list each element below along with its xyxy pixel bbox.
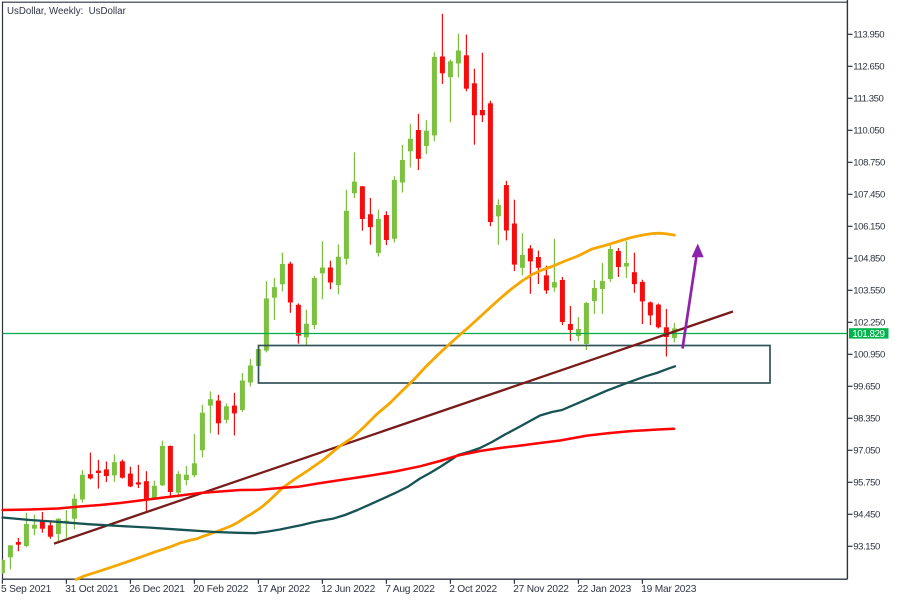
svg-text:101.829: 101.829 bbox=[852, 329, 885, 340]
svg-text:12 Jun 2022: 12 Jun 2022 bbox=[321, 584, 375, 595]
svg-text:108.750: 108.750 bbox=[853, 158, 885, 169]
svg-text:26 Dec 2021: 26 Dec 2021 bbox=[129, 584, 185, 595]
svg-text:111.350: 111.350 bbox=[853, 94, 883, 105]
svg-text:2 Oct 2022: 2 Oct 2022 bbox=[449, 584, 497, 595]
svg-text:113.950: 113.950 bbox=[853, 30, 884, 41]
svg-text:99.650: 99.650 bbox=[853, 382, 880, 393]
svg-text:93.150: 93.150 bbox=[853, 542, 880, 553]
svg-text:27 Nov 2022: 27 Nov 2022 bbox=[513, 584, 569, 595]
svg-text:106.150: 106.150 bbox=[853, 222, 885, 233]
svg-text:95.750: 95.750 bbox=[853, 478, 880, 489]
svg-text:97.050: 97.050 bbox=[853, 446, 880, 457]
svg-text:103.550: 103.550 bbox=[853, 286, 885, 297]
svg-text:UsDollar, Weekly: UsDollar: UsDollar, Weekly: UsDollar bbox=[7, 6, 127, 17]
svg-text:17 Apr 2022: 17 Apr 2022 bbox=[257, 584, 310, 595]
svg-text:100.950: 100.950 bbox=[853, 350, 885, 361]
svg-text:102.250: 102.250 bbox=[853, 318, 885, 329]
svg-text:112.650: 112.650 bbox=[853, 62, 884, 73]
svg-text:19 Mar 2023: 19 Mar 2023 bbox=[641, 584, 697, 595]
svg-text:31 Oct 2021: 31 Oct 2021 bbox=[65, 584, 119, 595]
svg-text:22 Jan 2023: 22 Jan 2023 bbox=[577, 584, 631, 595]
svg-text:94.450: 94.450 bbox=[853, 510, 880, 521]
svg-text:110.050: 110.050 bbox=[853, 126, 884, 137]
svg-text:104.850: 104.850 bbox=[853, 254, 885, 265]
svg-text:20 Feb 2022: 20 Feb 2022 bbox=[193, 584, 249, 595]
svg-text:107.450: 107.450 bbox=[853, 190, 885, 201]
svg-text:98.350: 98.350 bbox=[853, 414, 880, 425]
svg-text:7 Aug 2022: 7 Aug 2022 bbox=[385, 584, 435, 595]
svg-text:5 Sep 2021: 5 Sep 2021 bbox=[1, 584, 52, 595]
